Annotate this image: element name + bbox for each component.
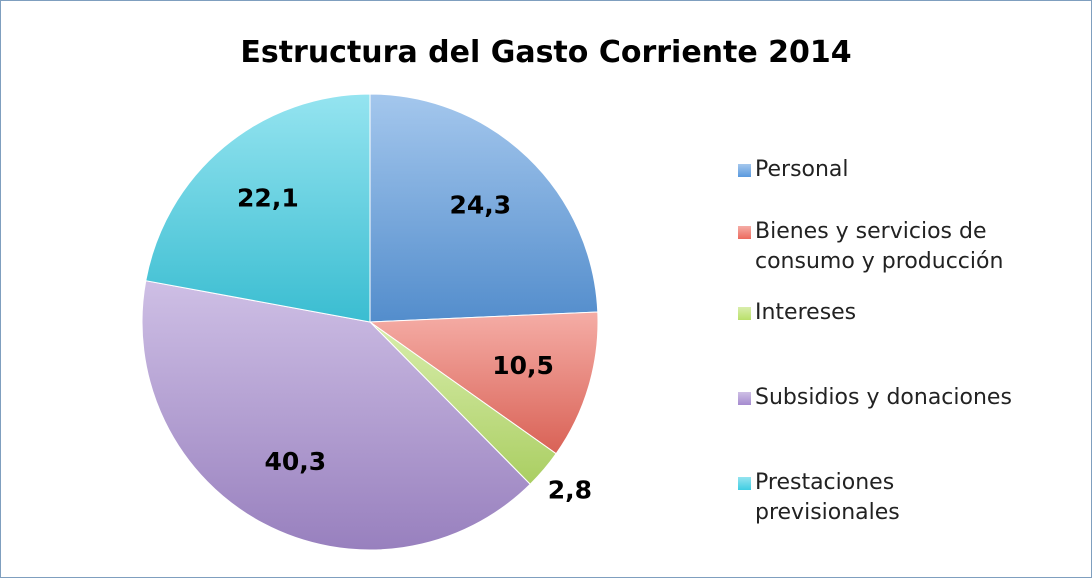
- data-label: 24,3: [450, 191, 512, 220]
- legend-swatch: [738, 392, 751, 405]
- legend-entry: Subsidios y donaciones: [738, 383, 1068, 413]
- chart-title: Estructura del Gasto Corriente 2014: [240, 35, 851, 70]
- data-label: 10,5: [492, 351, 554, 380]
- legend-label: Prestaciones previsionales: [755, 470, 900, 525]
- legend-entry: Intereses: [738, 298, 1068, 328]
- legend-entry: Personal: [738, 155, 1068, 185]
- pie-slice: [369, 93, 599, 323]
- legend-swatch: [738, 307, 751, 320]
- data-label: 40,3: [264, 447, 326, 476]
- pie-slice: [145, 93, 371, 323]
- legend-swatch: [738, 477, 751, 490]
- pie-slice: [141, 280, 531, 551]
- legend-entry: Prestaciones previsionales: [738, 468, 1068, 528]
- legend-swatch: [738, 164, 751, 177]
- legend-label: Subsidios y donaciones: [755, 385, 1012, 410]
- legend-label: Bienes y servicios de consumo y producci…: [755, 219, 1004, 274]
- pie-slice: [368, 311, 599, 455]
- legend-label: Intereses: [755, 300, 857, 325]
- data-label: 22,1: [237, 183, 299, 212]
- legend-entry: Bienes y servicios de consumo y producci…: [738, 217, 1068, 277]
- data-label: 2,8: [548, 476, 592, 505]
- legend-swatch: [738, 226, 751, 239]
- legend-label: Personal: [755, 157, 849, 182]
